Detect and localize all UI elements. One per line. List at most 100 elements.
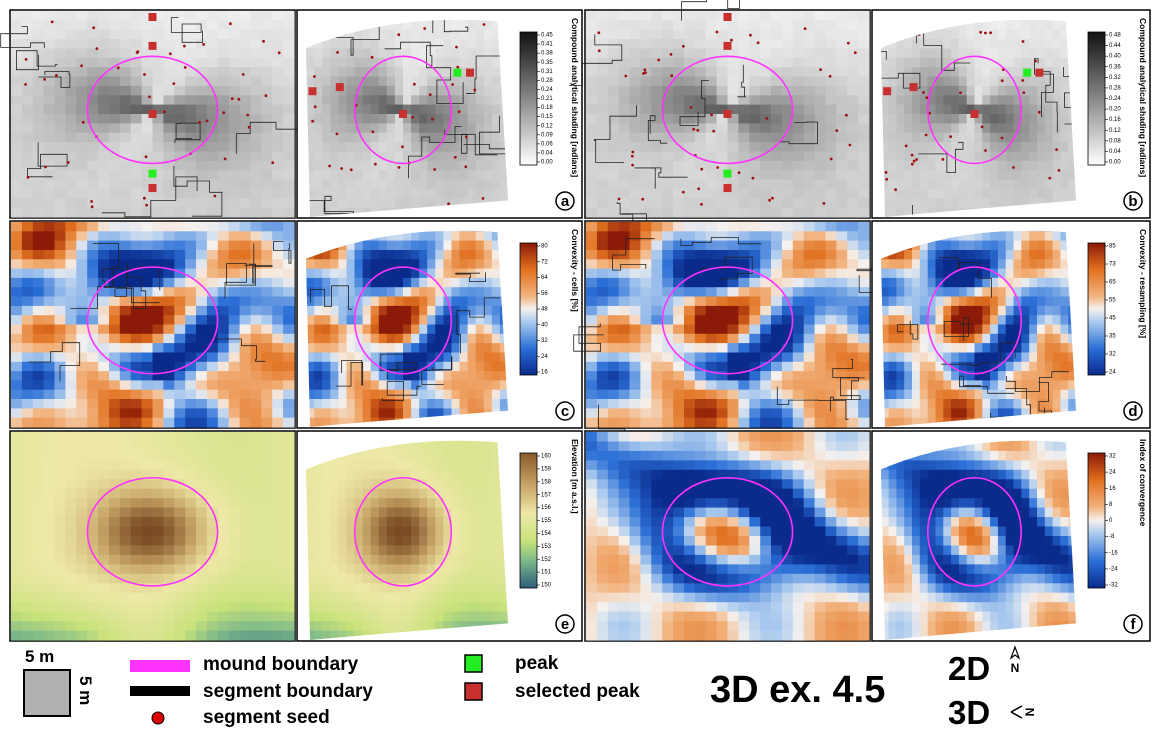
- raster-cell: [131, 86, 143, 96]
- raster-cell: [44, 353, 56, 363]
- raster-cell: [283, 362, 295, 372]
- raster-cell: [120, 114, 132, 124]
- raster-cell: [395, 269, 404, 279]
- raster-cell: [695, 123, 707, 133]
- raster-cell: [229, 105, 241, 115]
- raster-cell: [476, 114, 485, 124]
- raster-cell: [951, 180, 959, 190]
- raster-cell: [998, 105, 1006, 115]
- raster-cell: [1029, 170, 1037, 180]
- raster-cell: [1014, 39, 1022, 49]
- raster-cell: [218, 371, 230, 381]
- raster-cell: [904, 399, 912, 409]
- raster-cell: [476, 142, 485, 152]
- raster-cell: [403, 77, 412, 87]
- raster-cell: [33, 380, 45, 390]
- raster-cell: [836, 231, 848, 241]
- raster-cell: [804, 390, 816, 400]
- raster-cell: [1029, 380, 1037, 390]
- raster-cell: [403, 306, 412, 316]
- raster-cell: [597, 152, 609, 162]
- segment-seed: [823, 202, 826, 205]
- raster-cell: [283, 152, 295, 162]
- raster-cell: [684, 77, 696, 87]
- raster-cell: [836, 20, 848, 30]
- raster-cell: [207, 198, 219, 208]
- raster-cell: [371, 180, 380, 190]
- raster-cell: [749, 86, 761, 96]
- raster-cell: [651, 269, 663, 279]
- raster-cell: [65, 390, 77, 400]
- raster-cell: [728, 208, 740, 218]
- raster-cell: [619, 306, 631, 316]
- raster-cell: [33, 432, 45, 442]
- raster-cell: [967, 86, 975, 96]
- raster-cell: [662, 11, 674, 21]
- raster-cell: [355, 58, 364, 68]
- raster-cell: [196, 49, 208, 59]
- raster-cell: [452, 362, 461, 372]
- raster-cell: [608, 208, 620, 218]
- raster-cell: [185, 287, 197, 297]
- raster-cell: [261, 11, 273, 21]
- raster-cell: [1029, 353, 1037, 363]
- raster-cell: [782, 259, 794, 269]
- raster-cell: [196, 198, 208, 208]
- raster-cell: [33, 11, 45, 21]
- raster-cell: [826, 20, 838, 30]
- raster-cell: [411, 142, 420, 152]
- raster-cell: [959, 343, 967, 353]
- raster-cell: [11, 259, 23, 269]
- raster-cell: [283, 306, 295, 316]
- raster-cell: [815, 114, 827, 124]
- raster-cell: [492, 269, 501, 279]
- raster-cell: [314, 180, 323, 190]
- raster-cell: [771, 241, 783, 251]
- raster-cell: [889, 161, 897, 171]
- raster-cell: [163, 231, 175, 241]
- raster-cell: [684, 161, 696, 171]
- raster-cell: [272, 170, 284, 180]
- raster-cell: [476, 133, 485, 143]
- segment-seed: [80, 64, 83, 67]
- raster-cell: [943, 259, 951, 269]
- raster-cell: [395, 390, 404, 400]
- raster-cell: [355, 170, 364, 180]
- raster-cell: [858, 362, 870, 372]
- raster-cell: [738, 418, 750, 428]
- raster-cell: [836, 86, 848, 96]
- raster-cell: [889, 315, 897, 325]
- raster-cell: [1014, 180, 1022, 190]
- raster-cell: [22, 133, 34, 143]
- colorbar-tick-label: 65: [1109, 280, 1116, 286]
- raster-cell: [142, 325, 154, 335]
- raster-cell: [500, 189, 509, 199]
- raster-cell: [492, 287, 501, 297]
- raster-cell: [411, 278, 420, 288]
- raster-cell: [283, 399, 295, 409]
- raster-cell: [330, 142, 339, 152]
- raster-cell: [363, 315, 372, 325]
- raster-cell: [815, 123, 827, 133]
- raster-cell: [717, 362, 729, 372]
- raster-cell: [468, 278, 477, 288]
- raster-cell: [1037, 353, 1045, 363]
- raster-cell: [804, 231, 816, 241]
- raster-cell: [153, 408, 165, 418]
- raster-cell: [395, 67, 404, 77]
- raster-cell: [920, 77, 928, 87]
- raster-cell: [379, 39, 388, 49]
- raster-cell: [338, 58, 347, 68]
- raster-cell: [120, 123, 132, 133]
- raster-cell: [443, 170, 452, 180]
- raster-cell: [476, 95, 485, 105]
- raster-cell: [771, 390, 783, 400]
- raster-cell: [435, 170, 444, 180]
- raster-cell: [272, 399, 284, 409]
- raster-cell: [109, 231, 121, 241]
- raster-cell: [347, 95, 356, 105]
- raster-cell: [484, 353, 493, 363]
- segment-seed: [845, 114, 848, 117]
- raster-cell: [443, 152, 452, 162]
- raster-cell: [1014, 250, 1022, 260]
